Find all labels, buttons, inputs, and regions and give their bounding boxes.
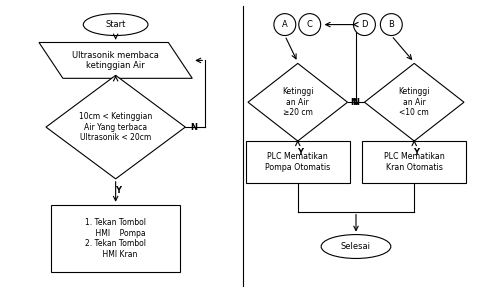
Text: B: B (388, 20, 394, 29)
Text: Ketinggi
an Air
<10 cm: Ketinggi an Air <10 cm (399, 87, 430, 117)
Ellipse shape (380, 14, 402, 36)
Bar (246, 141, 350, 183)
Text: Ketinggi
an Air
≥20 cm: Ketinggi an Air ≥20 cm (282, 87, 313, 117)
Bar (362, 141, 467, 183)
Polygon shape (46, 75, 185, 179)
Ellipse shape (83, 14, 148, 36)
Text: N: N (352, 98, 359, 107)
Text: A: A (282, 20, 288, 29)
Bar (51, 205, 180, 272)
Ellipse shape (274, 14, 296, 36)
Text: N: N (350, 98, 357, 107)
Text: 10cm < Ketinggian
Air Yang terbaca
Ultrasonik < 20cm: 10cm < Ketinggian Air Yang terbaca Ultra… (79, 112, 152, 142)
Text: PLC Mematikan
Kran Otomatis: PLC Mematikan Kran Otomatis (384, 152, 445, 172)
Text: Selesai: Selesai (341, 242, 371, 251)
Polygon shape (39, 43, 192, 78)
Text: Y: Y (115, 186, 121, 195)
Text: 1. Tekan Tombol
    HMI    Pompa
2. Tekan Tombol
    HMI Kran: 1. Tekan Tombol HMI Pompa 2. Tekan Tombo… (85, 218, 146, 259)
Text: PLC Mematikan
Pompa Otomatis: PLC Mematikan Pompa Otomatis (265, 152, 330, 172)
Text: Start: Start (105, 20, 126, 29)
Ellipse shape (321, 234, 391, 258)
Text: Y: Y (413, 148, 419, 157)
Text: N: N (190, 123, 197, 132)
Text: Ultrasonik membaca
ketinggian Air: Ultrasonik membaca ketinggian Air (72, 51, 159, 70)
Polygon shape (364, 63, 464, 141)
Text: Y: Y (297, 148, 303, 157)
Text: D: D (361, 20, 368, 29)
Text: C: C (307, 20, 313, 29)
Ellipse shape (299, 14, 321, 36)
Ellipse shape (353, 14, 375, 36)
Polygon shape (248, 63, 347, 141)
